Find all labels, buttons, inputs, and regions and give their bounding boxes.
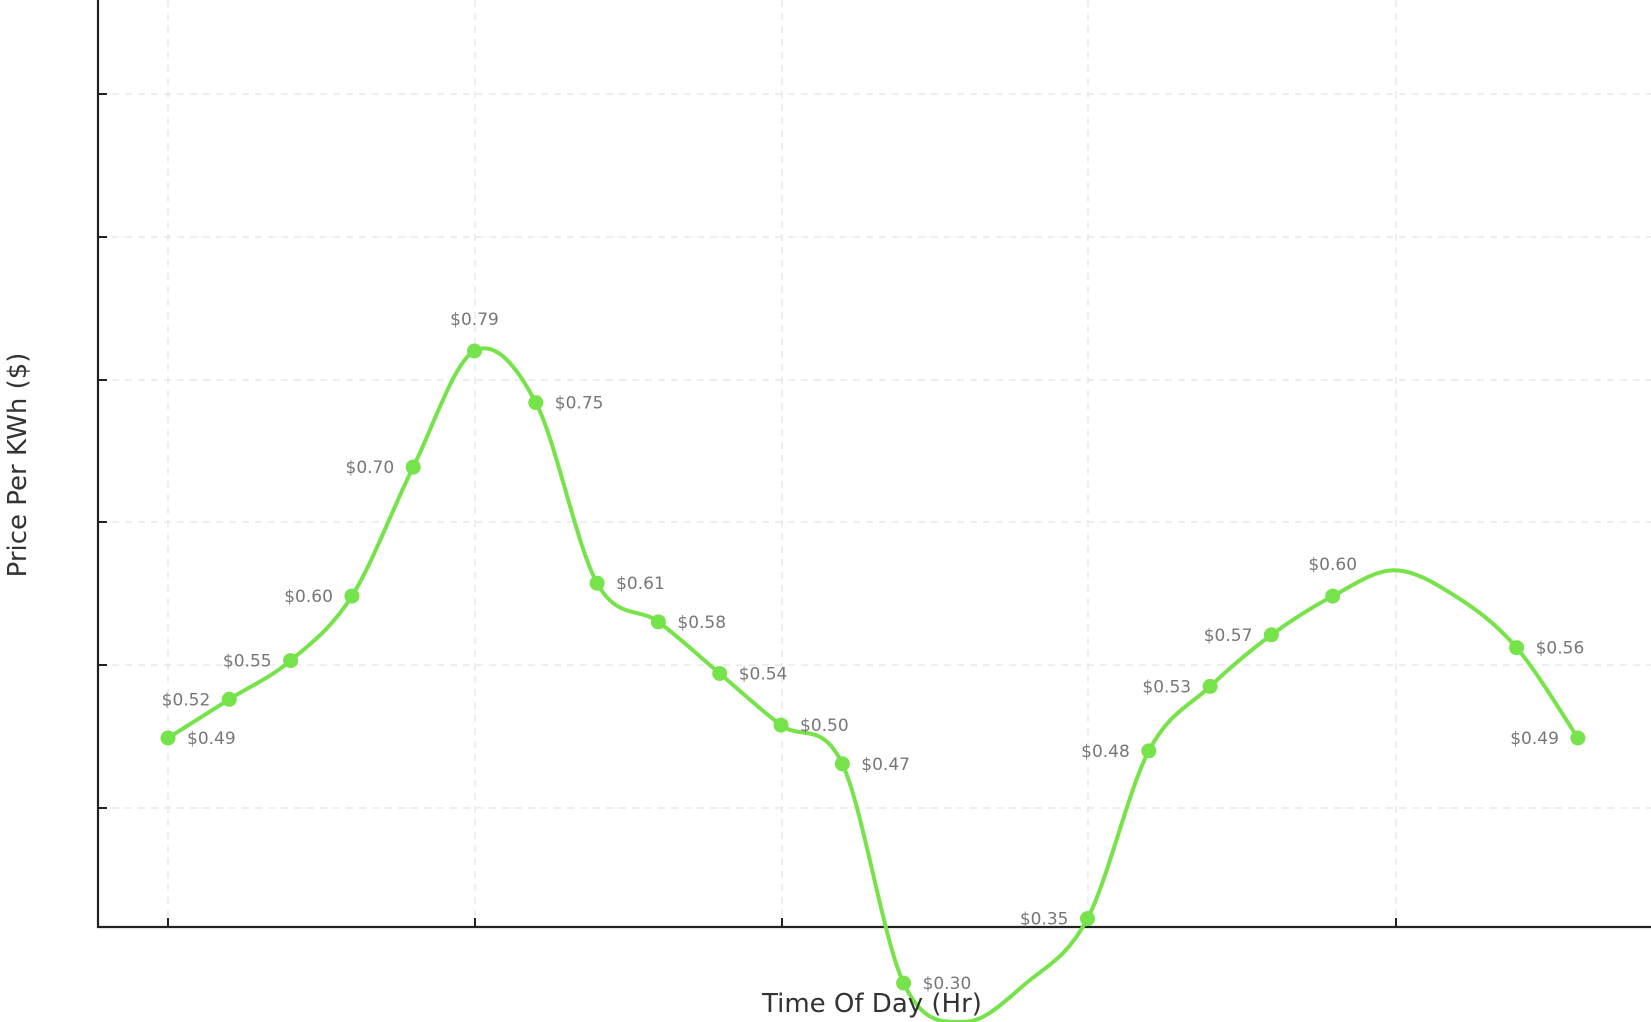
data-point	[1509, 640, 1525, 656]
data-label: $0.30	[923, 974, 972, 994]
data-point	[1141, 743, 1157, 759]
data-labels: $0.49 $0.52 $0.55 $0.60 $0.70 $0.79 $0.75 $0.61…	[162, 310, 1585, 994]
data-point	[344, 588, 360, 604]
data-label: $0.49	[1510, 729, 1559, 749]
data-point	[160, 730, 176, 746]
data-label: $0.58	[677, 613, 726, 633]
data-label: $0.54	[739, 665, 788, 685]
data-label: $0.56	[1536, 639, 1585, 659]
data-label: $0.49	[187, 729, 236, 749]
data-point	[834, 756, 850, 772]
data-point	[467, 343, 482, 359]
data-point	[1202, 678, 1218, 694]
data-label: $0.60	[1308, 555, 1357, 575]
data-point	[221, 691, 237, 707]
data-label: $0.52	[162, 690, 211, 710]
data-label: $0.61	[616, 574, 665, 594]
data-point	[589, 575, 605, 591]
data-point	[283, 653, 299, 669]
data-point	[405, 459, 421, 475]
series-line	[166, 346, 1580, 1022]
data-point	[773, 717, 789, 733]
data-label: $0.47	[861, 755, 910, 775]
data-point	[1263, 627, 1279, 643]
data-label: $0.53	[1142, 677, 1191, 697]
data-point	[1325, 588, 1341, 604]
data-label: $0.79	[450, 310, 499, 330]
axes	[96, 0, 1651, 929]
data-label: $0.48	[1081, 742, 1130, 762]
data-label: $0.75	[555, 394, 604, 414]
data-label: $0.35	[1020, 910, 1069, 930]
y-axis-title: Price Per KWh ($)	[3, 353, 33, 578]
data-label: $0.50	[800, 716, 849, 736]
data-point	[712, 666, 728, 681]
data-point	[1080, 911, 1095, 927]
data-label: $0.70	[346, 458, 395, 478]
data-label: $0.60	[284, 587, 333, 607]
data-point	[1570, 730, 1586, 746]
data-points	[160, 343, 1586, 991]
data-point	[896, 975, 912, 991]
grid	[99, 0, 1651, 926]
data-point	[650, 614, 666, 630]
x-axis-title: Time Of Day (Hr)	[761, 989, 982, 1019]
data-label: $0.57	[1204, 626, 1253, 646]
data-point	[528, 395, 544, 411]
ticks	[98, 93, 1397, 927]
data-label: $0.55	[223, 652, 272, 672]
